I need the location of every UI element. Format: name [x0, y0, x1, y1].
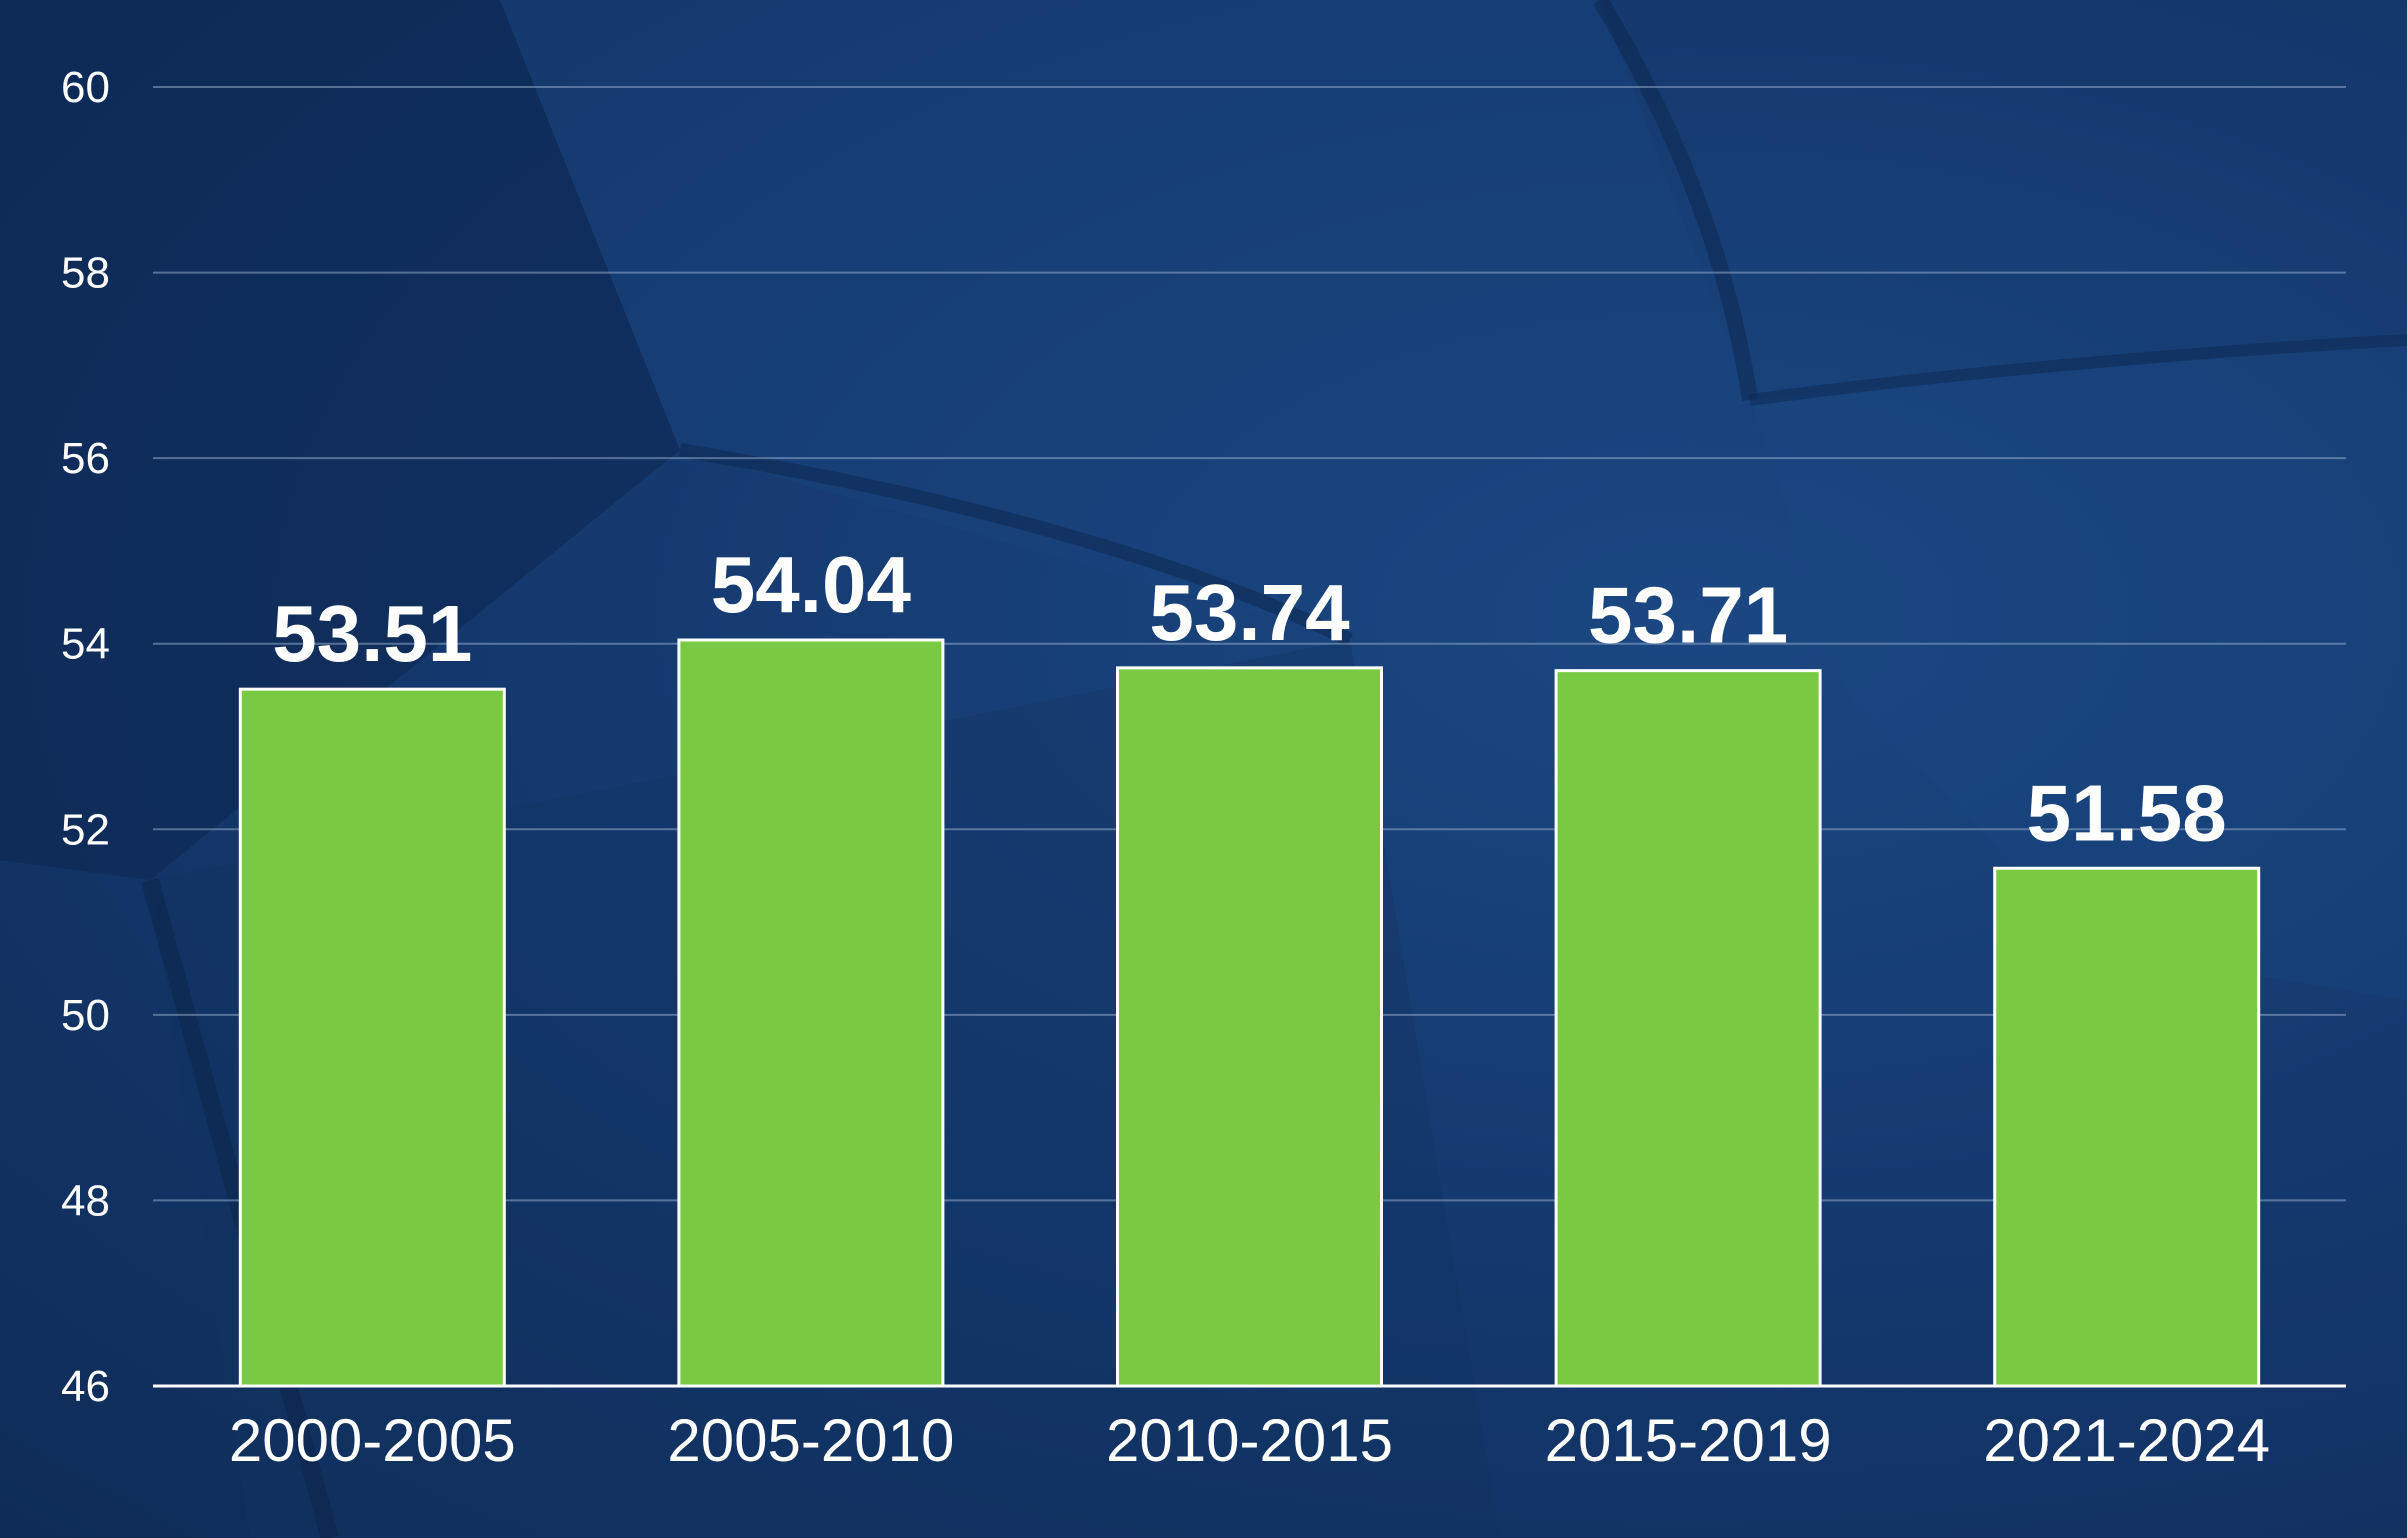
data-label-2005-2010: 54.04	[711, 540, 912, 629]
y-tick-label: 54	[61, 620, 110, 669]
x-tick-label-2000-2005: 2000-2005	[229, 1407, 516, 1474]
y-tick-label: 46	[61, 1362, 110, 1411]
data-label-2021-2024: 51.58	[2027, 768, 2227, 857]
x-axis-ticks: 2000-2005 2005-2010 2010-2015 2015-2019 2021…	[229, 1407, 2270, 1474]
y-tick-label: 56	[61, 434, 110, 483]
x-tick-label-2005-2010: 2005-2010	[667, 1407, 954, 1474]
data-label-2010-2015: 53.74	[1149, 568, 1350, 657]
bar-2000-2005	[238, 687, 506, 1388]
bar-2015-2019	[1554, 669, 1822, 1388]
y-tick-label: 60	[61, 63, 110, 112]
y-tick-label: 50	[61, 991, 110, 1040]
bars	[238, 638, 2261, 1388]
data-label-2000-2005: 53.51	[272, 589, 472, 678]
data-labels: 53.51 54.04 53.74 53.71 51.58	[272, 540, 2227, 857]
x-tick-label-2015-2019: 2015-2019	[1545, 1407, 1832, 1474]
bar-2021-2024	[1993, 866, 2261, 1388]
bar-2010-2015	[1116, 666, 1383, 1388]
bar-2005-2010	[677, 638, 945, 1388]
y-tick-label: 48	[61, 1176, 110, 1225]
y-tick-label: 58	[61, 249, 110, 298]
y-tick-label: 52	[61, 805, 110, 854]
y-axis-ticks: 46 48 50 52 54 56 58 60	[61, 63, 110, 1411]
data-label-2015-2019: 53.71	[1588, 571, 1788, 660]
x-tick-label-2010-2015: 2010-2015	[1106, 1407, 1393, 1474]
x-tick-label-2021-2024: 2021-2024	[1983, 1407, 2270, 1474]
